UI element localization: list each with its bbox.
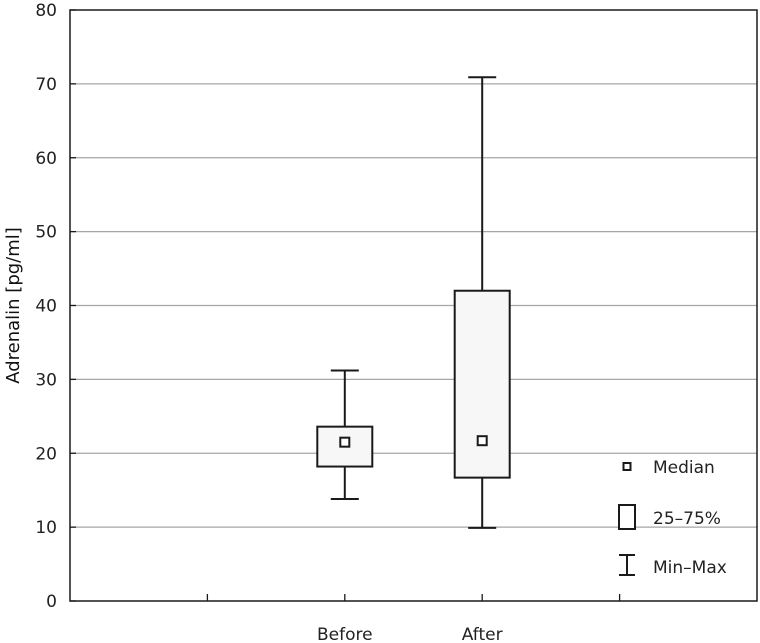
box-series: [316, 76, 511, 529]
gridlines: [70, 83, 757, 528]
iqr-box-after: [453, 289, 511, 479]
x-category-label-after: After: [462, 625, 503, 643]
y-tick-label-20: 20: [35, 444, 57, 464]
legend-label-min-max: Min–Max: [653, 558, 727, 578]
y-tick-label-60: 60: [35, 149, 57, 169]
x-category-label-before: Before: [317, 625, 373, 643]
legend-label-median: Median: [653, 458, 715, 478]
legend-label-25-75-: 25–75%: [653, 509, 721, 529]
y-tick-label-30: 30: [35, 370, 57, 390]
median-marker-after: [476, 435, 488, 447]
box-after: [453, 76, 511, 529]
legend-box-symbol: [618, 504, 636, 530]
y-tick-label-70: 70: [35, 75, 57, 95]
y-axis-title: Adrenalin [pg/ml]: [3, 227, 24, 384]
median-marker-before: [339, 436, 351, 448]
y-tick-label-10: 10: [35, 518, 57, 538]
y-tick-label-50: 50: [35, 223, 57, 243]
y-tick-label-80: 80: [35, 1, 57, 21]
axes: 0 10 20 30 40 50 60 70 80 Adrenalin [pg/ml] Before…: [3, 1, 758, 643]
box-before: [316, 369, 374, 501]
legend: Median 25–75% Min–Max: [618, 458, 727, 578]
y-tick-label-0: 0: [46, 592, 57, 612]
y-tick-label-40: 40: [35, 297, 57, 317]
legend-median-symbol: [622, 462, 632, 471]
